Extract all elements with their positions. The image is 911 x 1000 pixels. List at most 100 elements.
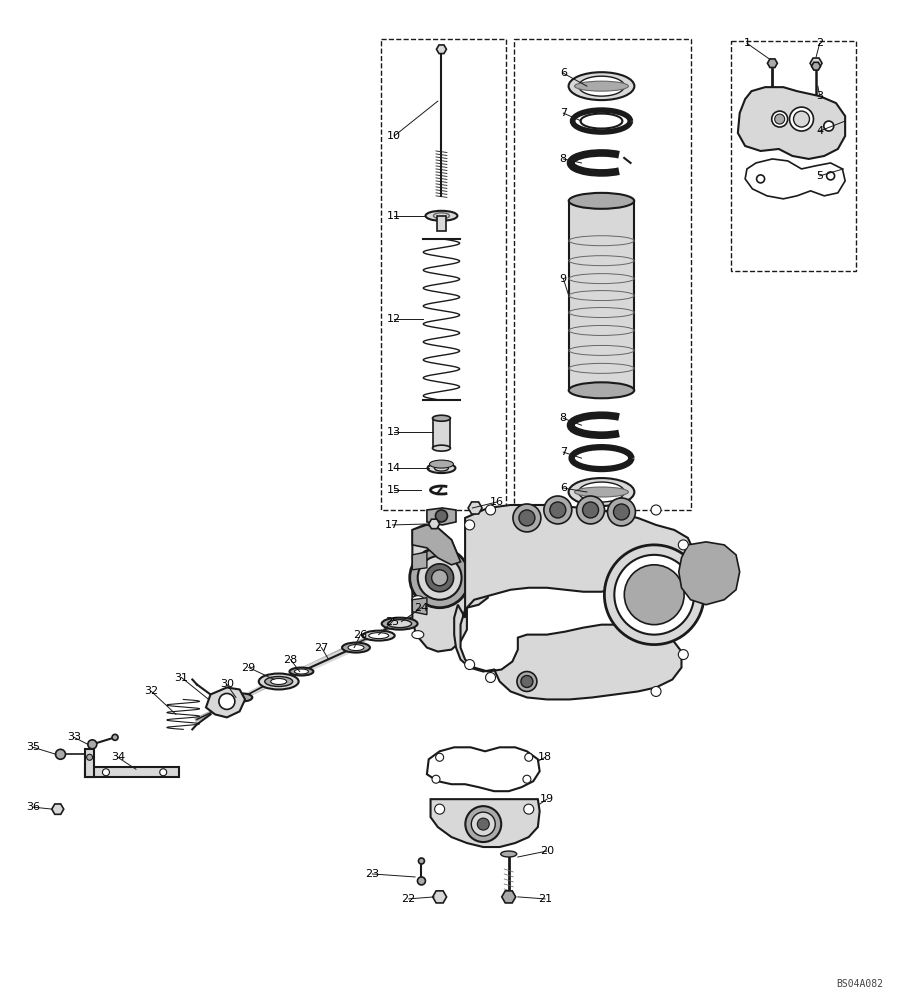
Text: 17: 17 <box>384 520 399 530</box>
Polygon shape <box>811 62 820 70</box>
Text: 34: 34 <box>110 752 125 762</box>
Polygon shape <box>412 598 426 615</box>
Circle shape <box>823 121 833 131</box>
Text: 20: 20 <box>539 846 553 856</box>
Text: 19: 19 <box>539 794 553 804</box>
Polygon shape <box>744 159 844 199</box>
Bar <box>730 41 855 271</box>
Text: 7: 7 <box>559 447 567 457</box>
Text: 11: 11 <box>387 211 401 221</box>
Text: 30: 30 <box>220 679 233 689</box>
Text: 8: 8 <box>559 154 567 164</box>
Polygon shape <box>426 508 456 525</box>
Text: 15: 15 <box>387 485 401 495</box>
Text: 4: 4 <box>815 126 823 136</box>
Polygon shape <box>430 799 539 847</box>
Circle shape <box>522 775 530 783</box>
Text: 13: 13 <box>387 427 401 437</box>
Text: BS04A082: BS04A082 <box>835 979 883 989</box>
Circle shape <box>650 686 660 696</box>
Polygon shape <box>426 747 539 791</box>
Polygon shape <box>501 891 515 903</box>
Ellipse shape <box>348 645 363 651</box>
Circle shape <box>431 570 447 586</box>
Text: 29: 29 <box>241 663 256 673</box>
Text: 27: 27 <box>314 643 328 653</box>
Text: 22: 22 <box>401 894 415 904</box>
Text: 18: 18 <box>537 752 551 762</box>
Circle shape <box>435 804 445 814</box>
Circle shape <box>613 504 629 520</box>
Ellipse shape <box>289 668 313 676</box>
Polygon shape <box>85 767 179 777</box>
Text: 36: 36 <box>26 802 40 812</box>
Ellipse shape <box>368 633 388 639</box>
Circle shape <box>471 812 495 836</box>
Circle shape <box>159 769 167 776</box>
Text: 5: 5 <box>815 171 823 181</box>
Bar <box>381 39 506 510</box>
Circle shape <box>512 504 540 532</box>
Polygon shape <box>432 891 446 903</box>
Circle shape <box>756 175 763 183</box>
Circle shape <box>219 693 235 709</box>
Circle shape <box>87 754 93 760</box>
Text: 6: 6 <box>559 68 566 78</box>
Text: 28: 28 <box>283 655 297 665</box>
Ellipse shape <box>412 596 424 604</box>
Circle shape <box>825 172 834 180</box>
Circle shape <box>485 505 495 515</box>
Polygon shape <box>678 542 739 605</box>
Polygon shape <box>766 59 776 68</box>
Text: 31: 31 <box>174 673 189 683</box>
Circle shape <box>789 107 813 131</box>
Polygon shape <box>428 519 439 529</box>
Polygon shape <box>454 505 691 699</box>
Circle shape <box>793 111 809 127</box>
Circle shape <box>582 502 598 518</box>
Text: 10: 10 <box>387 131 401 141</box>
Circle shape <box>650 505 660 515</box>
Text: 14: 14 <box>386 463 401 473</box>
Ellipse shape <box>387 620 411 628</box>
Circle shape <box>543 496 571 524</box>
Text: 6: 6 <box>559 483 566 493</box>
Text: 25: 25 <box>384 617 399 627</box>
Circle shape <box>517 672 537 691</box>
Ellipse shape <box>574 487 628 497</box>
Polygon shape <box>412 552 426 570</box>
Circle shape <box>485 673 495 682</box>
Circle shape <box>614 555 693 635</box>
Ellipse shape <box>500 851 517 857</box>
Ellipse shape <box>432 415 450 421</box>
Polygon shape <box>412 525 487 652</box>
Circle shape <box>524 753 532 761</box>
Circle shape <box>112 734 118 740</box>
Circle shape <box>576 496 604 524</box>
Text: 35: 35 <box>26 742 40 752</box>
Circle shape <box>418 858 424 864</box>
Ellipse shape <box>568 193 633 209</box>
Circle shape <box>607 498 635 526</box>
Ellipse shape <box>427 463 455 473</box>
Circle shape <box>409 548 469 608</box>
Ellipse shape <box>425 211 457 221</box>
Text: 24: 24 <box>414 603 428 613</box>
Text: 23: 23 <box>365 869 379 879</box>
Ellipse shape <box>264 677 292 686</box>
Circle shape <box>523 804 533 814</box>
Circle shape <box>432 775 439 783</box>
Ellipse shape <box>568 478 634 506</box>
Polygon shape <box>467 502 482 514</box>
Circle shape <box>102 769 109 776</box>
Polygon shape <box>52 804 64 814</box>
Ellipse shape <box>574 81 628 91</box>
Circle shape <box>773 114 783 124</box>
Text: 9: 9 <box>559 274 567 284</box>
Polygon shape <box>206 687 245 717</box>
Polygon shape <box>433 418 449 448</box>
Circle shape <box>417 556 461 600</box>
Bar <box>514 39 690 510</box>
Ellipse shape <box>382 618 417 630</box>
Ellipse shape <box>412 631 424 639</box>
